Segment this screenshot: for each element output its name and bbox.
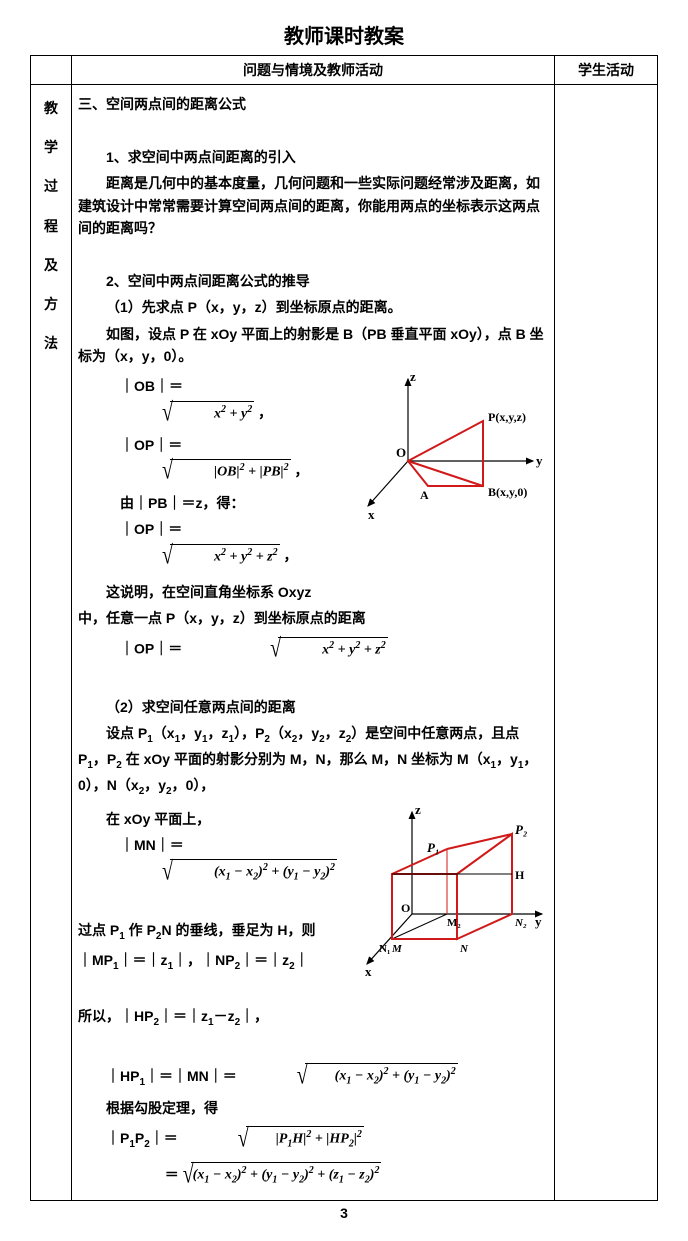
fig1-row: ｜OB｜＝ √x2 + y2 ， ｜OP｜＝ √|OB|2 + |PB|2 ， … xyxy=(78,371,548,577)
pyth-line: 根据勾股定理，得 xyxy=(78,1097,548,1119)
fig1-P: P(x,y,z) xyxy=(488,410,526,424)
header-right: 学生活动 xyxy=(555,56,658,85)
fig1-z: z xyxy=(410,371,416,384)
svg-text:M: M xyxy=(391,943,403,955)
perp-line-1: 过点 P1 作 P2N 的垂线，垂足为 H，则 xyxy=(78,919,337,945)
mn-formula: ｜MN｜＝ √(x1 − x2)2 + (y1 − y2)2 xyxy=(78,834,337,888)
s3-2-title: 2、空间中两点间距离公式的推导 xyxy=(78,270,548,292)
s3-2-2: （2）求空间任意两点间的距离 xyxy=(78,696,548,718)
fig1-O: O xyxy=(396,445,406,460)
content-cell: 三、空间两点间的距离公式 1、求空间中两点间距离的引入 距离是几何中的基本度量，… xyxy=(72,85,555,1201)
s3-1-body: 距离是几何中的基本度量，几何问题和一些实际问题经常涉及距离，如建筑设计中常常需要… xyxy=(78,172,548,239)
svg-text:z: z xyxy=(415,804,421,817)
figure-1: z y x O P(x,y,z) B(x,y,0) A xyxy=(338,371,548,527)
p1p2-formula-2: ＝ √(x1 − x2)2 + (y1 − y2)2 + (z1 − z2)2 xyxy=(78,1160,548,1192)
fig1-B: B(x,y,0) xyxy=(488,485,527,499)
svg-text:y: y xyxy=(535,914,542,929)
s3-2-2-b1: 设点 P1（x1，y1，z1），P2（x2，y2，z2）是空间中任意两点，且点 … xyxy=(78,722,548,799)
pb-line: 由｜PB｜＝z，得： xyxy=(78,492,338,514)
lesson-table: 问题与情境及教师活动 学生活动 教学过程及方法 三、空间两点间的距离公式 1、求… xyxy=(30,55,658,1201)
figure-2: z y x O P₁ P₂ H M₂ N₁ N N₂ M xyxy=(337,804,552,985)
p1p2-formula-1: ｜P1P2｜＝ √|P1H|2 + |HP2|2 xyxy=(78,1124,548,1156)
page-number: 3 xyxy=(30,1205,658,1221)
svg-text:N₂: N₂ xyxy=(514,917,527,929)
svg-text:N₁: N₁ xyxy=(379,943,390,955)
side-label: 教学过程及方法 xyxy=(31,85,72,1201)
s3-2-1: （1）先求点 P（x，y，z）到坐标原点的距离。 xyxy=(78,296,548,318)
svg-text:P₁: P₁ xyxy=(427,840,439,855)
fig1-A: A xyxy=(420,488,429,502)
s3-2-1-body: 如图，设点 P 在 xOy 平面上的射影是 B（PB 垂直平面 xOy），点 B… xyxy=(78,323,548,368)
svg-text:H: H xyxy=(515,868,525,882)
page-title: 教师课时教案 xyxy=(30,20,658,49)
fig2-row: 在 xOy 平面上， ｜MN｜＝ √(x1 − x2)2 + (y1 − y2)… xyxy=(78,804,548,1035)
section3-title: 三、空间两点间的距离公式 xyxy=(78,93,548,115)
svg-text:x: x xyxy=(365,964,372,979)
fig1-y: y xyxy=(536,453,543,468)
so-line: 所以，｜HP2｜＝｜z1－z2｜， xyxy=(78,1005,337,1031)
op-formula-1: ｜OP｜＝ √|OB|2 + |PB|2 ， xyxy=(78,434,338,488)
corner-cell xyxy=(31,56,72,85)
svg-text:M₂: M₂ xyxy=(447,917,461,929)
explain-1a: 这说明，在空间直角坐标系 Oxyz xyxy=(78,581,548,603)
explain-1b: 中，任意一点 P（x，y，z）到坐标原点的距离 xyxy=(78,607,548,629)
svg-text:P₂: P₂ xyxy=(515,822,527,837)
side-label-text: 教学过程及方法 xyxy=(44,100,58,351)
svg-text:O: O xyxy=(401,901,410,915)
header-center: 问题与情境及教师活动 xyxy=(72,56,555,85)
ob-formula: ｜OB｜＝ √x2 + y2 ， xyxy=(78,375,338,429)
op-formula-3: ｜OP｜＝ √x2 + y2 + z2 xyxy=(78,634,548,666)
s3-1-title: 1、求空间中两点间距离的引入 xyxy=(78,146,548,168)
fig1-x: x xyxy=(368,507,375,521)
hp1-formula: ｜HP1｜＝｜MN｜＝ √(x1 − x2)2 + (y1 − y2)2 xyxy=(78,1061,548,1093)
student-activity-cell xyxy=(555,85,658,1201)
op-formula-2: ｜OP｜＝ √x2 + y2 + z2 ， xyxy=(78,518,338,572)
svg-text:N: N xyxy=(459,943,469,955)
s3-2-2-b2: 在 xOy 平面上， xyxy=(78,808,337,830)
